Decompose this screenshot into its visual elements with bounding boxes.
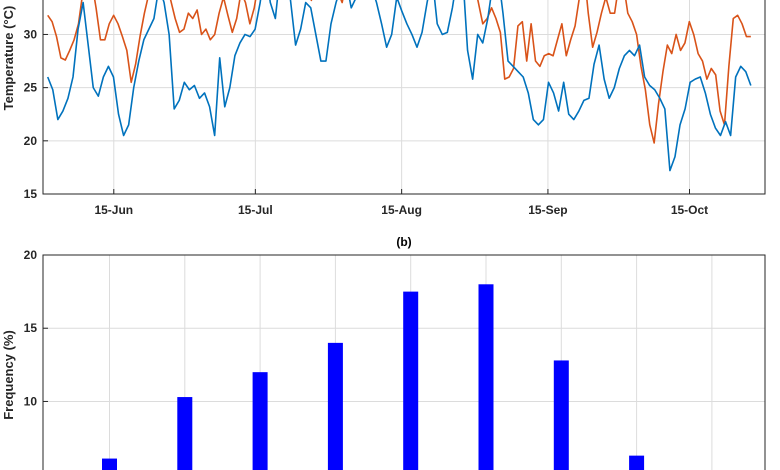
max-temperature-line [47,0,751,144]
temperature-x-tick-label: 15-Aug [381,203,422,217]
frequency-axes-box [42,254,766,470]
frequency-bar [403,291,419,470]
frequency-y-tick-label: 15 [24,321,38,335]
temperature-y-tick-label: 25 [24,81,38,95]
frequency-bar [327,342,343,470]
frequency-y-tick-label: 20 [24,248,38,262]
temperature-grid [43,0,765,195]
frequency-y-tick-label: 10 [24,394,38,408]
min-temperature-line [46,0,752,172]
temperature-y-tick-label: 20 [24,134,38,148]
temperature-x-tick-label: 15-Oct [671,203,708,217]
temperature-x-tick-label: 15-Jun [94,203,133,217]
temperature-axes-box [42,0,766,195]
frequency-y-ticks: 5 10 15 20 [24,248,48,470]
temperature-x-tick-label: 15-Jul [238,203,273,217]
frequency-bar [177,397,193,470]
frequency-bar [629,455,645,470]
temperature-y-tick-label: 15 [24,187,38,201]
temperature-x-tick-label: 15-Sep [528,203,567,217]
temperature-x-ticks: 15-Jun 15-Jul 15-Aug 15-Sep 15-Oct [94,189,708,217]
temperature-panel: 1520253035 15-Jun15-Jul15-Aug15-Sep15-Oc… [1,0,766,217]
frequency-panel-title: (b) [396,235,411,249]
temperature-y-axis-label: Temperature (°C) [1,6,16,111]
frequency-bar [102,458,117,470]
temperature-y-tick-label: 30 [24,27,38,41]
frequency-y-axis-label: Frequency (%) [1,330,16,420]
temperature-series-group [46,0,752,172]
frequency-y-tick-label: 5 [30,468,37,470]
frequency-bar [553,360,569,470]
frequency-bars [102,284,645,470]
frequency-bar [252,372,268,470]
temperature-y-ticks: 1520253035 [24,27,48,201]
frequency-panel: (b) 5 10 15 20 Frequency (%) [1,235,766,470]
frequency-bar [478,284,494,470]
